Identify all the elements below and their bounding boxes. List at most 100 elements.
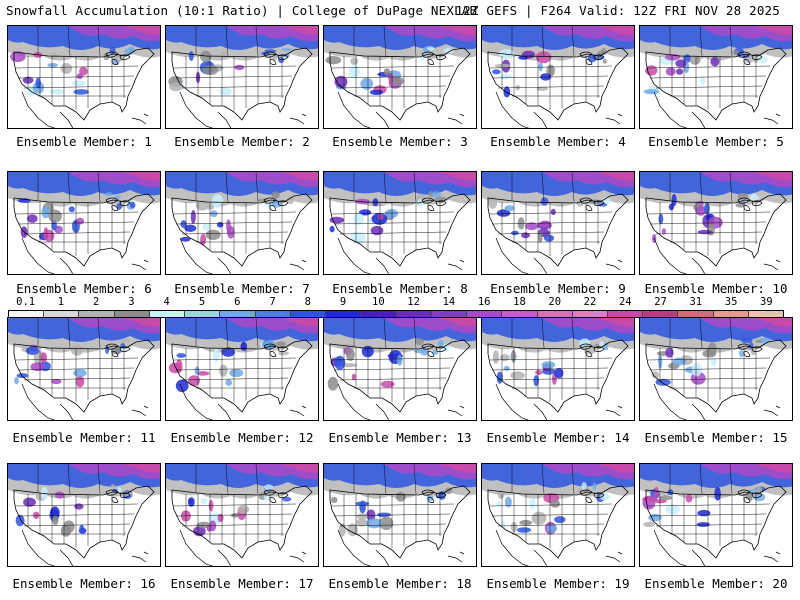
colorbar-label: 4 [163, 296, 170, 308]
colorbar-label: 31 [689, 296, 703, 308]
colorbar-label: 14 [442, 296, 456, 308]
ensemble-map-panel [165, 463, 319, 567]
colorbar-label: 6 [234, 296, 241, 308]
ensemble-member-label: Ensemble Member: 5 [648, 134, 784, 149]
colorbar-swatch [290, 311, 327, 317]
snowfall-map [482, 26, 634, 128]
ensemble-map-panel [639, 25, 793, 129]
ensemble-map-panel [639, 317, 793, 421]
snowfall-map [166, 26, 318, 128]
ensemble-member-label: Ensemble Member: 19 [486, 576, 630, 591]
colorbar-label: 10 [372, 296, 385, 308]
chart-title: Snowfall Accumulation (10:1 Ratio) | Col… [6, 3, 478, 18]
ensemble-map-panel [165, 171, 319, 275]
ensemble-map-panel [165, 317, 319, 421]
ensemble-map-panel [481, 25, 635, 129]
ensemble-member-label: Ensemble Member: 15 [644, 430, 788, 445]
colorbar-swatch [643, 311, 679, 317]
colorbar-label: 16 [477, 296, 491, 308]
snowfall-map [166, 464, 318, 566]
colorbar-label: 3 [128, 296, 135, 308]
colorbar-label: 8 [304, 296, 311, 308]
ensemble-member-label: Ensemble Member: 10 [644, 281, 788, 296]
ensemble-member-label: Ensemble Member: 1 [16, 134, 152, 149]
colorbar-swatch [114, 311, 150, 317]
ensemble-member-label: Ensemble Member: 7 [174, 281, 310, 296]
colorbar-swatch [502, 311, 538, 317]
colorbar-swatch [361, 311, 397, 317]
ensemble-map-panel [323, 171, 477, 275]
colorbar-swatch [537, 311, 573, 317]
colorbar-swatch [713, 311, 749, 317]
ensemble-member-label: Ensemble Member: 13 [328, 430, 472, 445]
colorbar-swatch [185, 311, 221, 317]
colorbar-swatch [9, 311, 45, 317]
ensemble-member-label: Ensemble Member: 18 [328, 576, 472, 591]
colorbar-swatch [44, 311, 80, 317]
run-info: 12Z GEFS | F264 Valid: 12Z FRI NOV 28 20… [455, 3, 780, 18]
snowfall-map [482, 172, 634, 274]
ensemble-member-label: Ensemble Member: 8 [332, 281, 468, 296]
ensemble-member-label: Ensemble Member: 20 [644, 576, 788, 591]
colorbar-label: 7 [269, 296, 276, 308]
colorbar-label: 1 [57, 296, 65, 308]
ensemble-member-label: Ensemble Member: 11 [12, 430, 156, 445]
ensemble-member-label: Ensemble Member: 4 [490, 134, 626, 149]
colorbar-swatch [431, 311, 468, 317]
snowfall-colorbar: 0.1 1 2 3 4 5 6 7 8 9 10 12 14 16 18 20 22 24 27 31 35 39 [8, 296, 784, 320]
colorbar-swatch [149, 311, 186, 317]
colorbar-label: 12 [407, 296, 420, 308]
snowfall-map [8, 464, 160, 566]
snowfall-map [166, 172, 318, 274]
colorbar-boxes [8, 310, 784, 318]
ensemble-member-label: Ensemble Member: 14 [486, 430, 630, 445]
ensemble-map-panel [481, 171, 635, 275]
ensemble-map-panel [639, 171, 793, 275]
ensemble-map-panel [7, 317, 161, 421]
ensemble-member-label: Ensemble Member: 6 [16, 281, 152, 296]
colorbar-label: 9 [339, 296, 347, 308]
colorbar-swatch [572, 311, 608, 317]
colorbar-swatch [396, 311, 432, 317]
snowfall-map [8, 26, 160, 128]
ensemble-map-panel [7, 463, 161, 567]
snowfall-map [482, 464, 634, 566]
snowfall-map [166, 318, 318, 420]
snowfall-map [640, 464, 792, 566]
colorbar-swatch [220, 311, 256, 317]
snowfall-map [640, 26, 792, 128]
snowfall-map [324, 26, 476, 128]
colorbar-swatch [79, 311, 115, 317]
colorbar-label: 0.1 [16, 296, 36, 308]
colorbar-label: 24 [618, 296, 632, 308]
ensemble-map-panel [323, 25, 477, 129]
colorbar-label: 39 [760, 296, 773, 308]
snowfall-map [8, 318, 160, 420]
colorbar-label: 20 [548, 296, 562, 308]
colorbar-swatch [467, 311, 503, 317]
ensemble-member-label: Ensemble Member: 9 [490, 281, 626, 296]
ensemble-map-panel [7, 171, 161, 275]
colorbar-swatch [748, 311, 784, 317]
colorbar-swatch [678, 311, 714, 317]
snowfall-map [8, 172, 160, 274]
snowfall-map [640, 172, 792, 274]
colorbar-swatch [326, 311, 362, 317]
colorbar-label: 35 [724, 296, 738, 308]
ensemble-member-label: Ensemble Member: 12 [170, 430, 314, 445]
snowfall-map [324, 464, 476, 566]
ensemble-member-label: Ensemble Member: 16 [12, 576, 156, 591]
ensemble-map-panel [165, 25, 319, 129]
ensemble-member-label: Ensemble Member: 2 [174, 134, 310, 149]
colorbar-label: 22 [583, 296, 597, 308]
ensemble-map-panel [7, 25, 161, 129]
snowfall-map [324, 172, 476, 274]
colorbar-swatch [255, 311, 291, 317]
ensemble-map-panel [481, 463, 635, 567]
snowfall-map [640, 318, 792, 420]
colorbar-swatch [607, 311, 644, 317]
ensemble-map-panel [323, 463, 477, 567]
ensemble-map-panel [323, 317, 477, 421]
colorbar-label: 27 [654, 296, 667, 308]
ensemble-map-panel [481, 317, 635, 421]
